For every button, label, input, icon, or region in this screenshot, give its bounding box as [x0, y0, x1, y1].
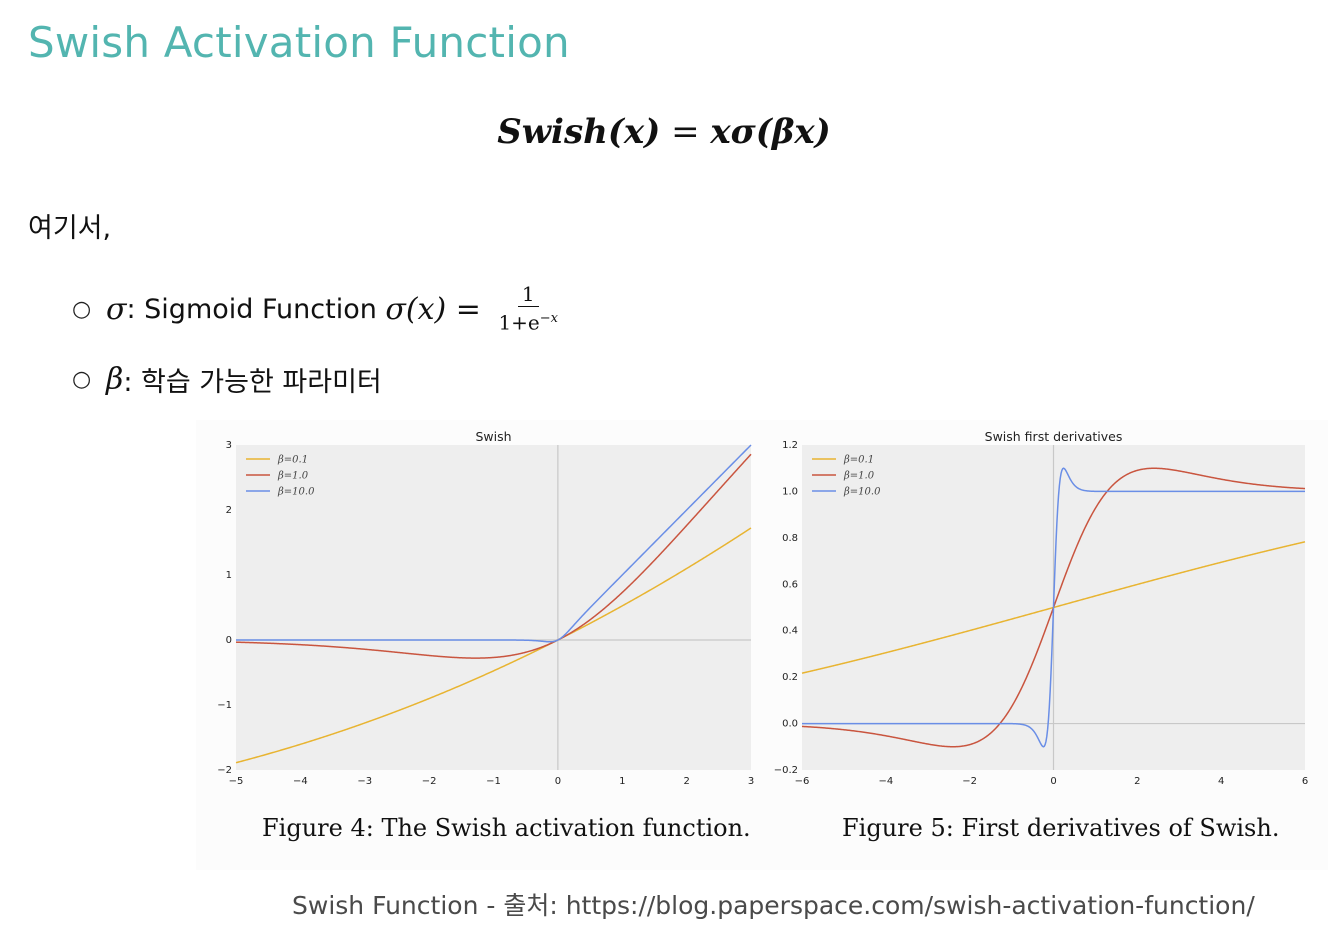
circle-bullet-icon: ○ — [72, 296, 92, 322]
list-item: ○ β : 학습 가능한 파라미터 — [72, 344, 558, 414]
y-tick-label: 0.8 — [782, 533, 798, 544]
x-tick-label: −1 — [486, 776, 501, 787]
swish-chart-svg: Swish −5 −4 −3 −2 −1 0 1 2 3 −2 −1 0 1 2 3 β=0.1 β=1.0 β=1… — [217, 429, 754, 787]
formula-equals: = — [660, 112, 711, 152]
x-tick-label: 0 — [555, 776, 561, 787]
fraction-denominator-base: 1+e — [498, 310, 540, 335]
x-tick-label: 4 — [1218, 776, 1224, 787]
sigma-symbol: σ — [106, 291, 127, 327]
swish-chart: Swish −5 −4 −3 −2 −1 0 1 2 3 −2 −1 0 1 2 3 β=0.1 β=1.0 β=1… — [217, 429, 766, 790]
definition-text: : 학습 가능한 파라미터 — [123, 366, 382, 398]
sigmoid-formula-lhs: σ(x) = — [385, 291, 491, 327]
series-line-0 — [235, 527, 752, 764]
legend-entry: β=1.0 — [843, 471, 875, 482]
x-tick-label: −4 — [878, 776, 893, 787]
legend-entry: β=0.1 — [843, 455, 874, 466]
formula-lhs: Swish(x) — [497, 112, 661, 152]
y-tick-label: −1 — [217, 700, 232, 711]
source-citation: Swish Function - 출처: https://blog.papers… — [292, 891, 1255, 920]
beta-symbol: β — [106, 361, 124, 397]
y-tick-label: −2 — [217, 765, 232, 776]
formula-rhs: xσ(βx) — [710, 112, 831, 152]
legend-entry: β=0.1 — [277, 455, 308, 466]
swish-derivative-chart: Swish first derivatives −6 −4 −2 0 2 4 6 −0.2 0.0… — [774, 429, 1320, 790]
plot-background — [236, 445, 751, 770]
figure-4-caption: Figure 4: The Swish activation function. — [262, 814, 751, 842]
legend-entry: β=1.0 — [277, 471, 309, 482]
y-tick-label: 0.0 — [782, 719, 798, 730]
y-tick-label: 0.6 — [782, 579, 798, 590]
x-tick-label: −4 — [293, 776, 308, 787]
x-tick-label: −2 — [422, 776, 437, 787]
x-tick-label: 6 — [1302, 776, 1308, 787]
page-title: Swish Activation Function — [28, 18, 570, 67]
y-tick-label: 1 — [226, 570, 232, 581]
intro-text: 여기서, — [28, 213, 112, 244]
fraction-numerator: 1 — [517, 283, 539, 308]
y-tick-label: 0.2 — [782, 672, 798, 683]
chart-title: Swish — [475, 429, 511, 444]
x-tick-label: −3 — [357, 776, 372, 787]
legend-entry: β=10.0 — [277, 487, 315, 498]
circle-bullet-icon: ○ — [72, 366, 92, 392]
y-tick-label: −0.2 — [774, 765, 798, 776]
x-tick-label: −2 — [962, 776, 977, 787]
x-tick-label: 1 — [619, 776, 625, 787]
chart-title: Swish first derivatives — [985, 429, 1123, 444]
x-tick-label: 2 — [1134, 776, 1140, 787]
swish-formula: Swish(x) = xσ(βx) — [0, 112, 1328, 152]
fraction-exponent: −x — [539, 311, 558, 327]
list-item: ○ σ : Sigmoid Function σ(x) = 1 1+e−x — [72, 274, 558, 344]
x-tick-label: −5 — [229, 776, 244, 787]
fraction-denominator: 1+e−x — [498, 307, 558, 335]
y-tick-label: 1.0 — [782, 486, 798, 497]
sigmoid-fraction: 1 1+e−x — [498, 283, 558, 335]
x-tick-label: 3 — [748, 776, 754, 787]
x-tick-label: −6 — [795, 776, 810, 787]
series-line-1 — [235, 453, 752, 659]
definition-list: ○ σ : Sigmoid Function σ(x) = 1 1+e−x ○ … — [72, 274, 558, 414]
y-tick-label: 2 — [226, 505, 232, 516]
series-line-2 — [236, 444, 752, 643]
y-tick-label: 3 — [226, 440, 232, 451]
figure-5-caption: Figure 5: First derivatives of Swish. — [842, 814, 1280, 842]
swish-derivative-chart-svg: Swish first derivatives −6 −4 −2 0 2 4 6 −0.2 0.0… — [774, 429, 1308, 787]
y-tick-label: 0 — [226, 635, 232, 646]
x-tick-label: 0 — [1050, 776, 1056, 787]
x-tick-label: 2 — [683, 776, 689, 787]
series-line-2 — [802, 467, 1305, 748]
y-tick-label: 0.4 — [782, 626, 798, 637]
sigmoid-formula: σ(x) = — [385, 292, 490, 327]
legend-entry: β=10.0 — [843, 487, 881, 498]
y-tick-label: 1.2 — [782, 440, 798, 451]
definition-text: : Sigmoid Function — [126, 293, 386, 325]
